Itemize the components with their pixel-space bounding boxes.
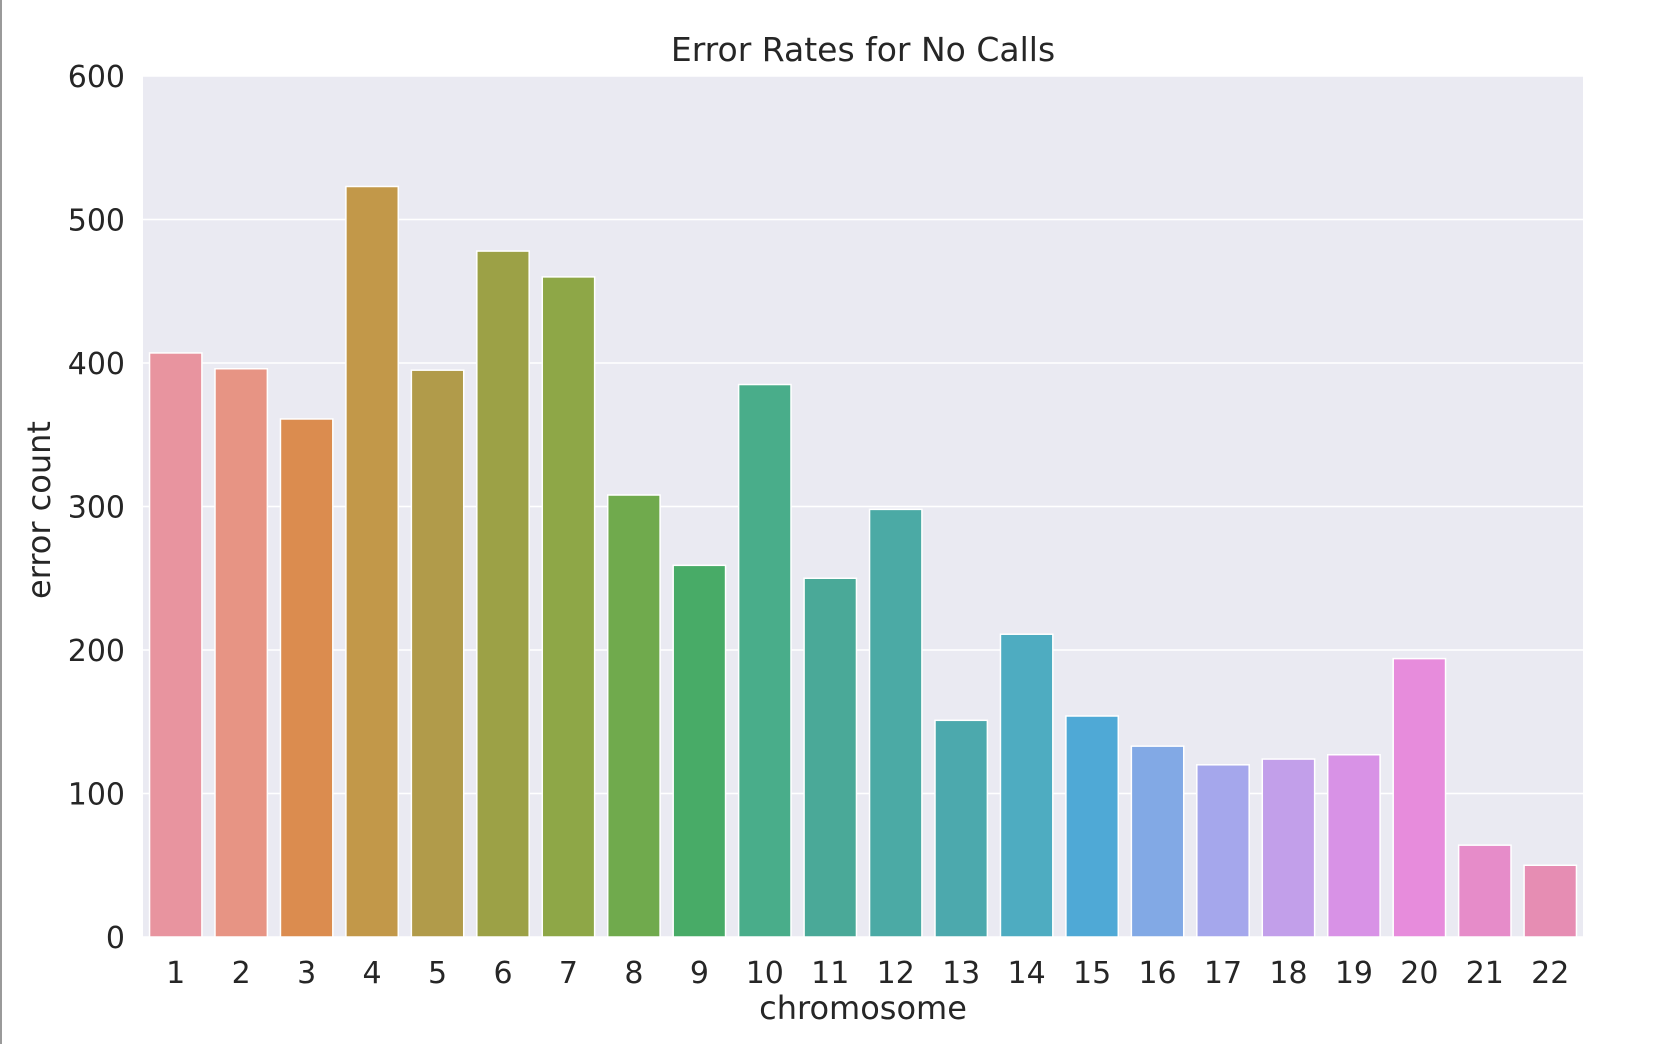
bar-chromosome-16 xyxy=(1130,745,1185,938)
x-tick-label: 10 xyxy=(746,956,784,991)
x-tick-label: 7 xyxy=(559,956,578,991)
x-tick-label: 20 xyxy=(1400,956,1438,991)
x-tick-label: 12 xyxy=(877,956,915,991)
bar-chromosome-18 xyxy=(1261,758,1316,938)
bar-chromosome-9 xyxy=(672,564,727,938)
x-tick-label: 22 xyxy=(1531,956,1569,991)
bar-chromosome-1 xyxy=(148,352,203,938)
y-axis-label: error count xyxy=(20,421,58,599)
x-tick-label: 9 xyxy=(690,956,709,991)
bar-chromosome-21 xyxy=(1457,844,1512,938)
bar-chromosome-22 xyxy=(1523,864,1578,938)
y-tick-label: 0 xyxy=(106,921,125,956)
x-tick-label: 6 xyxy=(493,956,512,991)
bar-chromosome-6 xyxy=(476,250,530,938)
bar-chromosome-8 xyxy=(606,494,661,938)
bar-chromosome-20 xyxy=(1392,657,1447,938)
x-tick-labels: 1 2 3 4 5 6 7 8 9 10 11 12 13 14 15 16 17 18 19 20 21 22 xyxy=(166,956,1569,991)
bar-chromosome-5 xyxy=(410,369,465,938)
y-tick-labels: 0 100 200 300 400 500 600 xyxy=(68,60,125,956)
x-tick-label: 4 xyxy=(363,956,382,991)
y-tick-label: 600 xyxy=(68,60,125,95)
x-tick-label: 3 xyxy=(297,956,316,991)
x-tick-label: 14 xyxy=(1008,956,1046,991)
y-tick-label: 100 xyxy=(68,778,125,813)
x-tick-label: 13 xyxy=(942,956,980,991)
y-tick-label: 500 xyxy=(68,204,125,239)
bar-chromosome-4 xyxy=(345,185,400,938)
bars xyxy=(148,185,1578,938)
x-tick-label: 8 xyxy=(624,956,643,991)
x-tick-label: 18 xyxy=(1269,956,1307,991)
bar-chromosome-13 xyxy=(934,719,989,938)
x-tick-label: 15 xyxy=(1073,956,1111,991)
y-tick-label: 300 xyxy=(68,491,125,526)
bar-chromosome-19 xyxy=(1326,754,1381,938)
x-tick-label: 17 xyxy=(1204,956,1242,991)
y-tick-label: 200 xyxy=(68,634,125,669)
x-tick-label: 2 xyxy=(232,956,251,991)
bar-chromosome-3 xyxy=(279,418,334,938)
bar-chromosome-7 xyxy=(541,276,596,938)
chart-title: Error Rates for No Calls xyxy=(671,30,1055,69)
bar-chromosome-11 xyxy=(803,577,858,938)
x-axis-label: chromosome xyxy=(759,989,967,1027)
window-left-border xyxy=(0,0,2,1044)
bar-chromosome-10 xyxy=(737,383,792,938)
x-tick-label: 16 xyxy=(1138,956,1176,991)
y-tick-label: 400 xyxy=(68,347,125,382)
x-tick-label: 1 xyxy=(166,956,185,991)
bar-chromosome-17 xyxy=(1196,764,1250,938)
bar-chromosome-14 xyxy=(999,633,1054,938)
bar-chromosome-12 xyxy=(868,508,923,938)
x-tick-label: 5 xyxy=(428,956,447,991)
bar-chromosome-15 xyxy=(1065,715,1120,938)
x-tick-label: 21 xyxy=(1466,956,1504,991)
x-tick-label: 11 xyxy=(811,956,849,991)
bar-chromosome-2 xyxy=(214,367,269,938)
x-tick-label: 19 xyxy=(1335,956,1373,991)
